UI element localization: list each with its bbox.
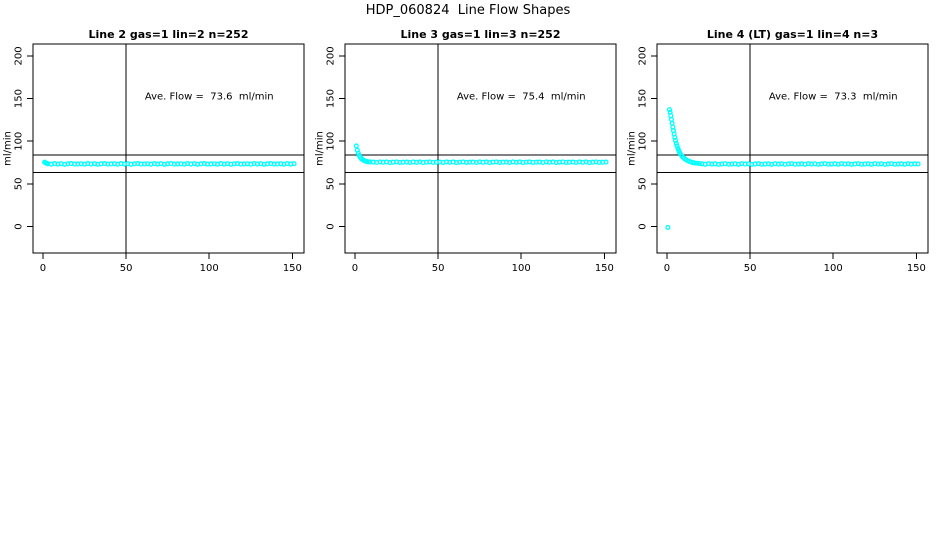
x-tick-label: 100 — [512, 263, 531, 274]
y-tick-label: 200 — [638, 46, 649, 65]
data-series — [353, 143, 609, 166]
y-tick-label: 150 — [326, 89, 337, 108]
x-tick-label: 0 — [664, 263, 670, 274]
y-tick-label: 200 — [326, 46, 337, 65]
panel-line4: Line 4 (LT) gas=1 lin=4 n=3 0 50 100 150 0 50… — [624, 0, 936, 300]
panel-line2: Line 2 gas=1 lin=2 n=252 0 50 100 150 0 50 100… — [0, 0, 312, 300]
y-tick-label: 50 — [14, 178, 25, 191]
plot-frame — [32, 43, 305, 254]
y-axis: 0 50 100 150 200 — [638, 46, 657, 230]
x-axis: 0 50 100 150 — [40, 253, 302, 274]
y-tick-label: 100 — [326, 132, 337, 151]
data-series — [665, 107, 921, 230]
x-tick-label: 100 — [824, 263, 843, 274]
y-axis: 0 50 100 150 200 — [326, 46, 345, 230]
y-tick-label: 0 — [638, 223, 649, 229]
plot-frame — [656, 43, 929, 254]
y-tick-label: 100 — [14, 132, 25, 151]
y-tick-label: 0 — [326, 223, 337, 229]
x-tick-label: 50 — [744, 263, 757, 274]
plot-area: 0 50 100 150 0 50 100 150 200 ml/min Ave. Flow = 7… — [627, 43, 929, 274]
plot-area: 0 50 100 150 0 50 100 150 200 ml/min Ave. Flow = 7… — [315, 43, 617, 274]
ave-flow-annotation: Ave. Flow = 75.4 ml/min — [457, 91, 586, 102]
x-tick-label: 150 — [595, 263, 614, 274]
reference-lines — [33, 44, 304, 253]
y-axis-label: ml/min — [627, 131, 638, 166]
plot-area: 0 50 100 150 0 50 100 150 200 ml/min Ave. Flow = 7… — [3, 43, 305, 274]
y-axis: 0 50 100 150 200 — [14, 46, 33, 230]
data-series — [42, 159, 297, 167]
y-tick-label: 0 — [14, 223, 25, 229]
reference-lines — [345, 44, 616, 253]
y-tick-label: 100 — [638, 132, 649, 151]
y-tick-label: 50 — [638, 178, 649, 191]
x-tick-label: 150 — [283, 263, 302, 274]
y-tick-label: 200 — [14, 46, 25, 65]
y-axis-label: ml/min — [3, 131, 14, 166]
panel-line3: Line 3 gas=1 lin=3 n=252 0 50 100 150 0 50 100… — [312, 0, 624, 300]
x-tick-label: 150 — [907, 263, 926, 274]
reference-lines — [657, 44, 928, 253]
y-tick-label: 150 — [638, 89, 649, 108]
figure-title: HDP_060824 Line Flow Shapes — [365, 3, 571, 18]
plot-frame — [344, 43, 617, 254]
panel-title: Line 2 gas=1 lin=2 n=252 — [88, 28, 249, 41]
x-tick-label: 50 — [432, 263, 445, 274]
x-axis: 0 50 100 150 — [664, 253, 926, 274]
ave-flow-annotation: Ave. Flow = 73.6 ml/min — [145, 91, 274, 102]
panel-title: Line 4 (LT) gas=1 lin=4 n=3 — [706, 28, 879, 41]
y-tick-label: 150 — [14, 89, 25, 108]
x-axis: 0 50 100 150 — [352, 253, 614, 274]
x-tick-label: 100 — [200, 263, 219, 274]
x-tick-label: 50 — [120, 263, 133, 274]
panel-title: Line 3 gas=1 lin=3 n=252 — [400, 28, 561, 41]
y-tick-label: 50 — [326, 178, 337, 191]
x-tick-label: 0 — [352, 263, 358, 274]
ave-flow-annotation: Ave. Flow = 73.3 ml/min — [769, 91, 898, 102]
y-axis-label: ml/min — [315, 131, 326, 166]
x-tick-label: 0 — [40, 263, 46, 274]
